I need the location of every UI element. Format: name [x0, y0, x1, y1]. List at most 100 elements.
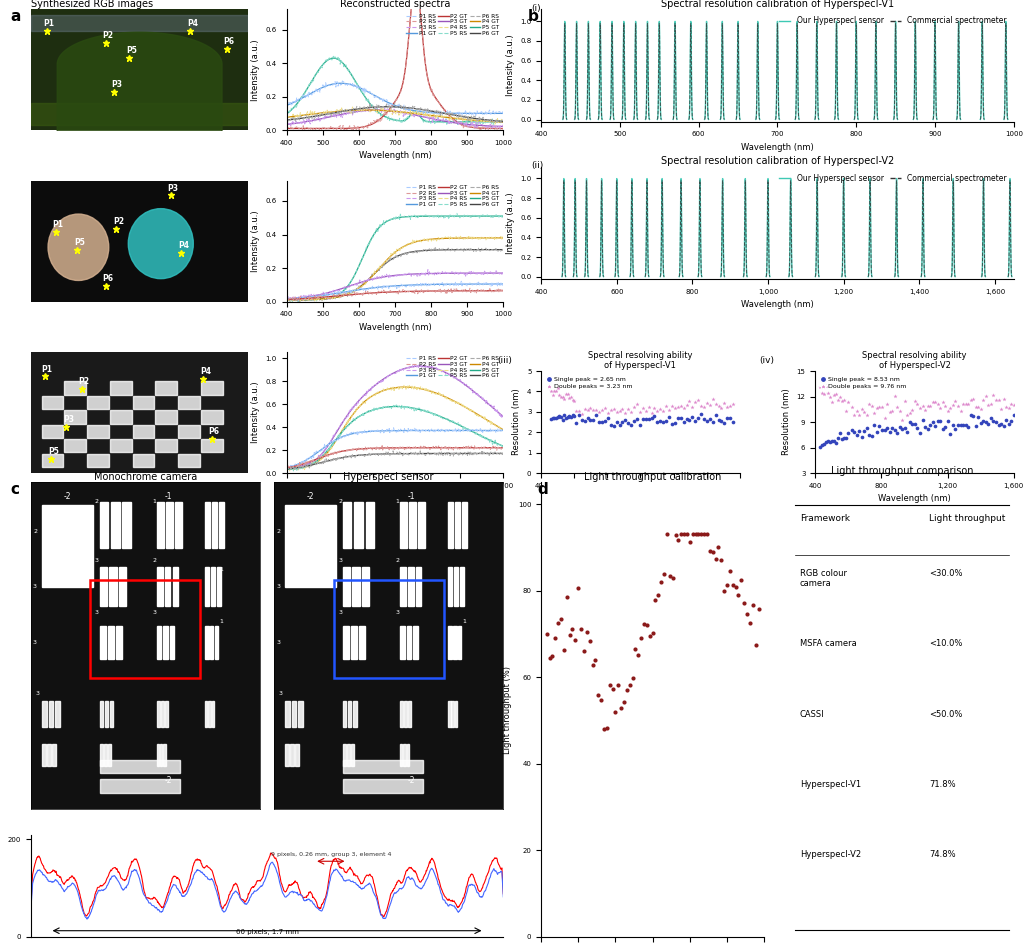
Point [995, 418, 1012, 433]
Point [889, 426, 905, 441]
Point [716, 395, 732, 411]
Point [851, 424, 867, 439]
Point [741, 616, 758, 631]
Bar [413, 626, 418, 658]
Point [684, 410, 700, 425]
Bar [165, 701, 168, 727]
Point [935, 394, 951, 410]
Bar [219, 502, 224, 548]
Point [950, 398, 967, 413]
Point [892, 403, 908, 418]
Point [626, 413, 642, 429]
Point [668, 528, 684, 543]
Point [667, 401, 683, 416]
Point [952, 404, 969, 419]
Point [585, 657, 601, 673]
Point [551, 387, 567, 402]
X-axis label: Wavelength (nm): Wavelength (nm) [358, 323, 431, 332]
Bar [157, 744, 159, 766]
Text: CASSI: CASSI [800, 710, 824, 719]
Point [925, 414, 941, 429]
Point [604, 681, 621, 696]
Point [658, 399, 675, 414]
Point [665, 570, 681, 586]
Point [633, 630, 649, 645]
Point [639, 618, 655, 633]
Point [711, 539, 727, 554]
Point [824, 394, 841, 410]
Point [632, 417, 648, 432]
Text: Synthesized RGB images: Synthesized RGB images [31, 0, 153, 9]
Point [580, 402, 596, 417]
Text: Framework: Framework [800, 515, 850, 523]
Bar [343, 502, 351, 548]
Point [927, 418, 943, 433]
Point [693, 527, 710, 542]
Point [902, 414, 919, 429]
Point [940, 404, 956, 419]
Point [856, 423, 872, 438]
Point [835, 393, 851, 408]
Point [816, 386, 833, 401]
Text: P4: P4 [178, 241, 189, 251]
Point [820, 385, 837, 400]
Title: Spectral resolution calibration of HyperspecI-V2: Spectral resolution calibration of Hyper… [660, 156, 894, 166]
Point [952, 417, 969, 432]
Bar [286, 701, 290, 727]
Bar [48, 701, 53, 727]
Text: 2: 2 [153, 557, 157, 563]
Point [861, 428, 878, 443]
Bar [454, 568, 458, 606]
Bar [175, 502, 182, 548]
Point [846, 407, 862, 422]
Point [935, 421, 951, 436]
Y-axis label: Intensity (a.u.): Intensity (a.u.) [251, 39, 260, 100]
Point [646, 408, 663, 423]
Bar [400, 626, 404, 658]
Point [904, 417, 921, 432]
Point [930, 413, 946, 429]
Bar [166, 502, 173, 548]
Text: P2: P2 [79, 377, 89, 386]
Bar [452, 701, 454, 727]
Point [955, 397, 972, 412]
Text: P1: P1 [44, 19, 54, 28]
Point [628, 641, 644, 657]
Point [833, 426, 849, 441]
Point [906, 393, 923, 408]
Point [940, 413, 956, 429]
Bar [354, 502, 362, 548]
Point [988, 393, 1005, 408]
Point [993, 416, 1010, 431]
Bar [90, 581, 201, 678]
Point [854, 402, 870, 417]
Bar [99, 568, 106, 606]
Point [556, 392, 572, 407]
Bar [358, 626, 365, 658]
Text: -2: -2 [165, 776, 172, 785]
Point [826, 433, 843, 448]
Text: 2: 2 [395, 557, 399, 563]
Text: P5: P5 [126, 46, 137, 55]
Point [550, 615, 566, 630]
Point [643, 411, 659, 426]
Point [835, 431, 851, 447]
Bar [157, 502, 164, 548]
Point [642, 629, 658, 644]
Point [630, 648, 646, 663]
Bar [347, 744, 350, 766]
Point [561, 391, 578, 406]
Point [647, 593, 664, 608]
Point [713, 552, 729, 568]
Point [577, 402, 593, 417]
Bar [116, 626, 122, 658]
Point [950, 418, 967, 433]
Text: 3: 3 [338, 557, 342, 563]
Point [539, 626, 555, 641]
Point [653, 574, 670, 589]
Bar [163, 626, 168, 658]
Point [553, 410, 569, 425]
Text: b: b [527, 9, 539, 25]
Point [673, 398, 689, 413]
Bar [119, 568, 126, 606]
